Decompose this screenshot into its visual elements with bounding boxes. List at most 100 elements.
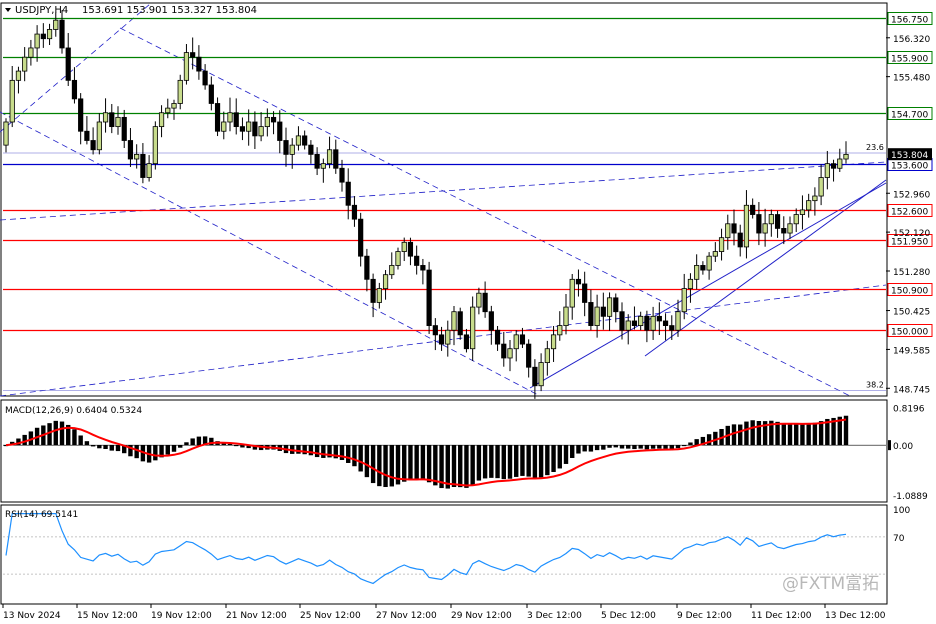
- macd-bar: [196, 436, 202, 446]
- macd-bar: [140, 445, 146, 462]
- macd-bar: [762, 421, 768, 446]
- level-tag: [887, 12, 933, 25]
- candle-body: [843, 153, 849, 160]
- macd-bar: [358, 445, 363, 472]
- candle-body: [171, 103, 177, 109]
- macd-bar: [594, 445, 600, 451]
- candle-body: [507, 348, 513, 359]
- macd-bar: [501, 445, 506, 480]
- candle-body: [264, 116, 270, 128]
- macd-bar: [694, 439, 699, 446]
- current-price-label: 153.804: [891, 151, 928, 161]
- candle-body: [295, 135, 302, 146]
- price-axis: 156.750 155.900 154.700 153.600 152.600 151.9…: [886, 12, 933, 395]
- candle-body: [756, 214, 762, 234]
- candle-body: [165, 107, 171, 114]
- candle-body: [737, 232, 743, 248]
- macd-bar: [750, 420, 755, 446]
- candle-body: [96, 121, 102, 151]
- macd-bar: [402, 445, 407, 482]
- candle-body: [656, 315, 662, 322]
- symbol-title: USDJPY,H4: [15, 5, 68, 16]
- candle-body: [351, 204, 358, 220]
- main-panel-frame: [0, 2, 888, 397]
- y-tick-label: 152.960: [893, 190, 930, 200]
- candle-body: [270, 116, 277, 123]
- macd-bar: [59, 421, 65, 446]
- macd-bar: [333, 445, 338, 459]
- rsi-tick-label: 100: [893, 506, 910, 516]
- candle-body: [482, 292, 488, 313]
- macd-bar: [3, 445, 9, 447]
- macd-bar: [364, 445, 370, 478]
- macd-bar: [738, 424, 743, 446]
- candle-body: [781, 228, 787, 234]
- macd-tick-label: 0.8196: [893, 405, 925, 415]
- candle-body: [619, 311, 625, 331]
- fib-label: 38.2: [866, 380, 884, 389]
- candle-body: [687, 278, 694, 289]
- level-tag: [887, 204, 933, 217]
- level-tag: [887, 107, 933, 120]
- macd-bar: [626, 445, 631, 449]
- macd-bar: [128, 445, 133, 457]
- candle-body: [376, 288, 382, 303]
- candle-body: [183, 52, 190, 81]
- current-price-tag: [888, 148, 932, 161]
- candle-body: [762, 223, 768, 234]
- macd-bar: [352, 445, 357, 467]
- candle-body: [277, 121, 283, 141]
- macd-bar: [688, 442, 693, 446]
- candle-body: [308, 144, 314, 155]
- candle-body: [712, 251, 718, 257]
- candle-body: [59, 19, 65, 49]
- candle-body: [102, 112, 109, 123]
- candle-body: [46, 29, 53, 40]
- macd-bar: [439, 445, 444, 489]
- macd-bar: [545, 445, 550, 476]
- candle-body: [302, 135, 308, 146]
- macd-bar: [178, 445, 183, 448]
- candle-body: [451, 311, 457, 331]
- macd-bar: [426, 445, 432, 483]
- candle-body: [470, 306, 476, 350]
- trendline: [0, 284, 887, 397]
- candle-body: [84, 130, 90, 141]
- macd-bar: [588, 445, 594, 452]
- candle-body: [140, 153, 146, 178]
- macd-bar: [22, 434, 27, 446]
- macd-bar: [16, 438, 21, 446]
- candle-body: [519, 334, 526, 345]
- candle-body: [414, 255, 420, 266]
- dropdown-triangle-icon[interactable]: [5, 8, 11, 12]
- macd-bar: [190, 438, 195, 446]
- macd-bar: [825, 418, 830, 446]
- candle-body: [594, 306, 600, 326]
- candle-body: [15, 70, 22, 81]
- x-tick-label: 13 Dec 12:00: [825, 611, 886, 621]
- level-tag: [887, 234, 933, 247]
- macd-tick-label: 0.00: [893, 442, 913, 452]
- macd-bar: [109, 445, 114, 451]
- candle-body: [718, 237, 725, 252]
- macd-bar: [731, 424, 737, 446]
- macd-bar: [663, 445, 668, 449]
- trendlines-layer: [0, 3, 887, 397]
- candle-body: [463, 334, 470, 350]
- candle-body: [582, 283, 588, 303]
- candle-body: [314, 153, 320, 169]
- macd-bar: [308, 445, 314, 456]
- candle-body: [830, 163, 837, 169]
- candle-body: [246, 121, 252, 132]
- ohlc-readout: 153.691 153.901 153.327 153.804: [82, 5, 257, 16]
- level-tag: [887, 324, 933, 337]
- candle-body: [494, 329, 501, 345]
- level-label: 151.950: [891, 238, 928, 248]
- level-label: 150.000: [891, 328, 928, 338]
- candle-body: [569, 278, 575, 308]
- candle-body: [115, 116, 121, 128]
- level-tag: [887, 283, 933, 296]
- candle-body: [358, 218, 364, 257]
- macd-bar: [682, 445, 687, 447]
- candle-body: [457, 311, 463, 336]
